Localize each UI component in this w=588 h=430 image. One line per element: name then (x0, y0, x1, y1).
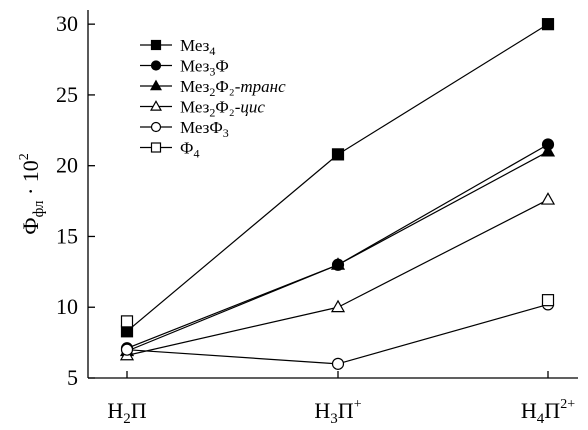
legend-marker (150, 142, 162, 153)
legend-marker (150, 60, 162, 71)
series-line-3 (337, 151, 549, 266)
series-line-2 (337, 143, 549, 266)
y-tick-label: 10 (56, 294, 78, 319)
series-line-1 (337, 23, 549, 155)
series-line-1 (126, 153, 339, 332)
data-point-4-3 (540, 192, 556, 205)
y-axis-label: Ффл · 102 (17, 153, 47, 235)
data-point-6-1 (120, 315, 134, 328)
legend-item: Мез2Ф₂-цис (140, 98, 265, 120)
legend-item: Мез3Ф (140, 57, 229, 79)
legend-item: Мез4 (140, 36, 215, 58)
legend-label: Мез3Ф (180, 57, 229, 79)
series-line-5 (126, 349, 339, 365)
legend-marker (150, 100, 162, 111)
y-tick-label: 25 (56, 82, 78, 107)
legend-item: МезФ3 (140, 118, 229, 140)
data-point-5-2 (331, 357, 345, 370)
series-lines (126, 23, 549, 365)
y-tick-label: 20 (56, 153, 78, 178)
legend-marker (150, 39, 162, 51)
x-tick-label: H2П (107, 398, 146, 427)
x-ticks: H2П H3П+ H4П2+ (107, 371, 575, 427)
data-point-1-3 (541, 18, 555, 31)
legend-item: Ф4 (140, 139, 199, 161)
legend-marker (150, 79, 162, 91)
series-line-3 (126, 264, 339, 352)
y-tick-label: 30 (56, 11, 78, 36)
data-point-4-2 (330, 299, 346, 313)
y-tick-label: 5 (67, 365, 78, 390)
data-point-5-1 (120, 343, 134, 356)
series-line-5 (337, 303, 549, 365)
axes (87, 10, 578, 379)
y-ticks: 5 10 15 20 25 30 (56, 11, 95, 390)
legend-label: Ф4 (180, 139, 199, 161)
y-axis-label-text: Ффл · 102 (17, 153, 47, 235)
x-tick-label: H3П+ (314, 397, 361, 427)
y-tick-label: 15 (56, 223, 78, 248)
data-point-3-3 (540, 143, 556, 157)
data-point-1-2 (331, 148, 345, 161)
series-markers (119, 18, 556, 370)
legend-marker (150, 121, 162, 133)
series-line-4 (337, 199, 549, 308)
series-line-4 (126, 306, 339, 356)
legend-label: Мез2Ф₂-транс (180, 77, 286, 99)
data-point-6-3 (541, 294, 555, 307)
data-point-3-2 (330, 257, 346, 270)
legend-label: МезФ3 (180, 118, 229, 140)
legend-label: Мез2Ф₂-цис (180, 98, 265, 120)
legend-label: Мез4 (180, 36, 215, 58)
legend-item: Мез2Ф₂-транс (140, 77, 286, 99)
x-tick-label: H4П2+ (521, 397, 575, 427)
